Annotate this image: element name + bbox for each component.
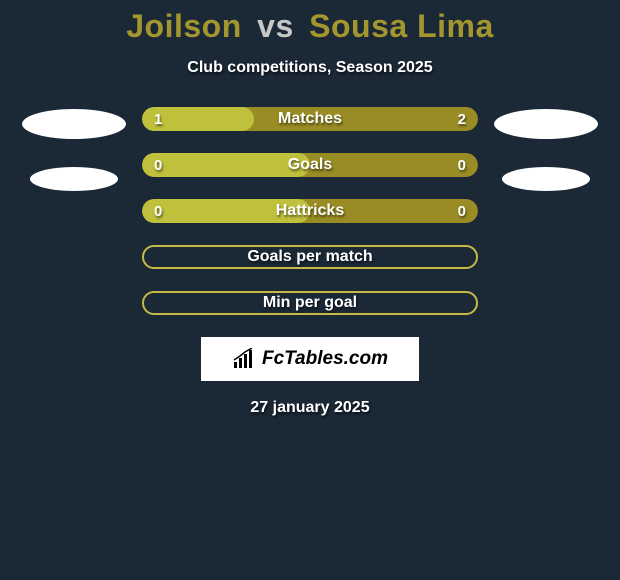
- stat-rows: Matches12Goals00Hattricks00Goals per mat…: [142, 107, 478, 315]
- brand-text: FcTables.com: [262, 348, 388, 370]
- stat-value-left: 0: [154, 153, 162, 177]
- player2-name: Sousa Lima: [309, 8, 494, 44]
- stat-label: Goals per match: [144, 247, 476, 267]
- player-avatar-placeholder: [30, 167, 118, 191]
- stat-value-left: 0: [154, 199, 162, 223]
- vs-text: vs: [257, 8, 294, 44]
- branding-banner[interactable]: FcTables.com: [201, 337, 419, 381]
- player-avatar-placeholder: [502, 167, 590, 191]
- stat-value-right: 2: [458, 107, 466, 131]
- stat-label: Min per goal: [144, 293, 476, 313]
- stat-label: Hattricks: [142, 199, 478, 223]
- player1-name: Joilson: [126, 8, 242, 44]
- left-avatar-column: [22, 107, 126, 191]
- comparison-title: Joilson vs Sousa Lima: [0, 0, 620, 45]
- stat-row: Min per goal: [142, 291, 478, 315]
- stat-value-right: 0: [458, 199, 466, 223]
- right-avatar-column: [494, 107, 598, 191]
- stat-label: Matches: [142, 107, 478, 131]
- stat-value-left: 1: [154, 107, 162, 131]
- player-avatar-placeholder: [494, 109, 598, 139]
- subtitle: Club competitions, Season 2025: [0, 59, 620, 77]
- stat-value-right: 0: [458, 153, 466, 177]
- stat-row: Goals per match: [142, 245, 478, 269]
- comparison-content: Matches12Goals00Hattricks00Goals per mat…: [0, 107, 620, 315]
- stat-row: Matches1 2: [142, 107, 478, 131]
- stat-label: Goals: [142, 153, 478, 177]
- chart-icon: [232, 348, 258, 370]
- stat-row: Goals0 0: [142, 153, 478, 177]
- player-avatar-placeholder: [22, 109, 126, 139]
- snapshot-date: 27 january 2025: [0, 399, 620, 417]
- stat-row: Hattricks0 0: [142, 199, 478, 223]
